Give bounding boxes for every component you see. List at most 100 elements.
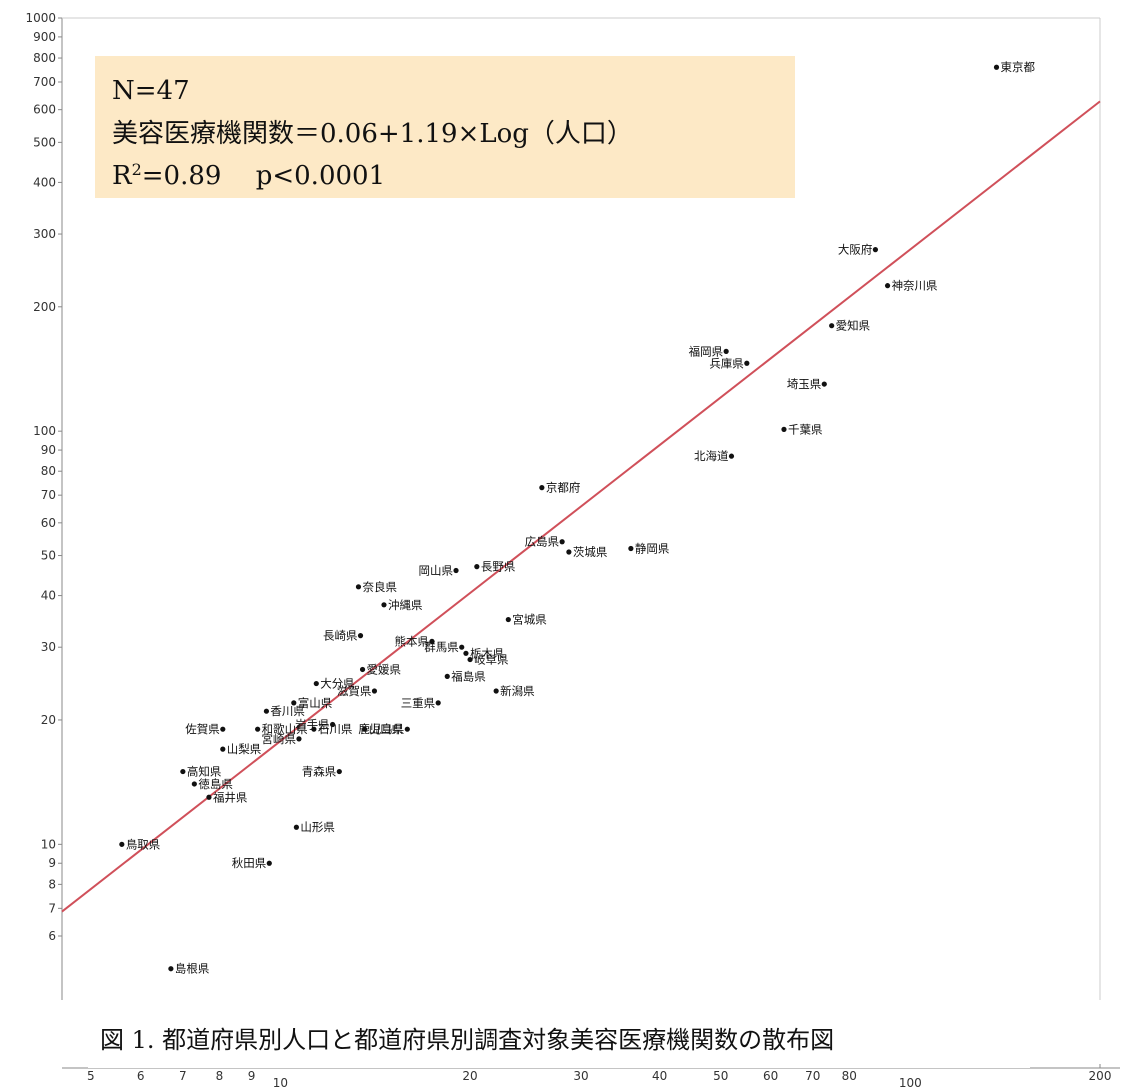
point-label: 岐阜県 [474, 653, 509, 667]
y-tick-label: 800 [33, 51, 56, 65]
data-point [263, 708, 270, 714]
point-label: 福岡県 [689, 344, 724, 358]
y-tick-label: 200 [33, 300, 56, 314]
y-tick-label: 9 [48, 856, 56, 870]
data-point [381, 602, 387, 608]
x-tick-label: 40 [652, 1069, 667, 1083]
data-point [628, 545, 634, 552]
point-label: 福井県 [213, 790, 248, 804]
y-tick-label: 400 [33, 175, 56, 189]
y-tick-label: 60 [41, 516, 56, 530]
annotation-box [95, 56, 795, 198]
figure-caption: 図 1. 都道府県別人口と都道府県別調査対象美容医療機関数の散布図 [88, 1018, 1030, 1068]
data-point [291, 700, 297, 706]
y-tick-label: 6 [48, 929, 56, 943]
y-tick-label: 30 [41, 640, 56, 654]
point-label: 岡山県 [419, 564, 454, 578]
data-point [355, 584, 362, 590]
point-label: 福島県 [451, 669, 486, 683]
regression-line [61, 100, 1101, 913]
point-label: 和歌山県 [262, 722, 308, 736]
data-point [206, 794, 212, 800]
point-label: 山梨県 [227, 742, 262, 756]
data-point [329, 721, 336, 728]
point-label: 京都府 [546, 481, 581, 495]
point-label: 群馬県 [424, 640, 459, 654]
point-label: 島根県 [175, 962, 210, 976]
data-point [559, 539, 565, 545]
axes: 6 7 8 9 10 20 30 40 50 60 70 80 90 100 200 300 400 500 600… [25, 11, 1120, 1090]
y-tick-label: 10 [41, 837, 56, 851]
data-point [781, 426, 787, 432]
data-point [429, 638, 435, 644]
point-label: 千葉県 [788, 422, 823, 436]
data-point [371, 688, 378, 694]
data-point [404, 726, 410, 732]
data-point [566, 549, 572, 555]
point-label: 宮崎県 [261, 732, 296, 746]
point-label: 鹿児島県 [358, 722, 404, 736]
x-tick-label: 50 [713, 1069, 728, 1083]
point-label: 青森県 [302, 765, 337, 779]
point-label: 東京都 [1000, 60, 1035, 74]
point-label: 香川県 [270, 704, 305, 718]
point-label: 秋田県 [232, 856, 267, 870]
data-point [359, 666, 366, 673]
y-tick-label: 70 [41, 488, 56, 502]
data-point [357, 633, 364, 639]
point-label: 宮城県 [512, 613, 547, 627]
point-label: 愛知県 [836, 319, 871, 333]
point-label: 滋賀県 [337, 684, 372, 698]
x-tick-label: 9 [248, 1069, 256, 1083]
data-point [821, 381, 827, 387]
data-point [255, 726, 261, 732]
point-label: 山口県 [369, 722, 404, 736]
data-point [444, 673, 450, 679]
regression-annotation: N=47 美容医療機関数＝0.06+1.19×Log（人口） R2=0.89 p… [95, 56, 795, 198]
data-point [453, 567, 459, 574]
data-point [361, 726, 368, 732]
data-point [266, 860, 272, 866]
y-tick-label: 300 [33, 227, 56, 241]
point-label: 高知県 [187, 765, 222, 779]
x-tick-label: 80 [842, 1069, 857, 1083]
annotation-line-equation: 美容医療機関数＝0.06+1.19×Log（人口） [112, 119, 633, 149]
data-point [474, 564, 480, 570]
data-point [728, 453, 735, 459]
data-point [872, 247, 879, 253]
x-tick-label: 70 [805, 1069, 820, 1083]
y-tick-label: 50 [41, 549, 56, 563]
x-tick-label: 5 [87, 1069, 95, 1083]
point-label: 兵庫県 [709, 356, 744, 370]
x-tick-label: 7 [179, 1069, 187, 1083]
point-label: 長野県 [481, 560, 516, 574]
point-label: 沖縄県 [388, 598, 423, 612]
x-tick-label: 6 [137, 1069, 145, 1083]
annotation-r2-value: =0.89 p<0.0001 [142, 161, 385, 191]
data-point [459, 644, 465, 650]
y-tick-label: 20 [41, 713, 56, 727]
data-point [539, 485, 545, 491]
x-tick-label: 30 [573, 1069, 588, 1083]
annotation-r-superscript: 2 [132, 160, 142, 179]
y-tick-label: 1000 [25, 11, 56, 25]
point-label: 愛媛県 [367, 662, 402, 676]
point-label: 鳥取県 [126, 837, 161, 851]
data-point [296, 736, 302, 742]
data-point [884, 283, 891, 289]
point-label: 静岡県 [635, 542, 670, 556]
y-tick-label: 80 [41, 464, 56, 478]
y-tick-label: 90 [41, 443, 56, 457]
point-label: 茨城県 [573, 545, 608, 559]
point-label: 長崎県 [323, 629, 358, 643]
point-label: 広島県 [525, 535, 560, 549]
data-point [313, 680, 319, 687]
point-label: 岩手県 [295, 718, 330, 732]
point-label: 徳島県 [198, 777, 233, 791]
point-label: 佐賀県 [185, 722, 220, 736]
point-label: 三重県 [401, 696, 436, 710]
point-label: 大阪府 [838, 243, 873, 257]
point-label: 大分県 [320, 677, 355, 691]
